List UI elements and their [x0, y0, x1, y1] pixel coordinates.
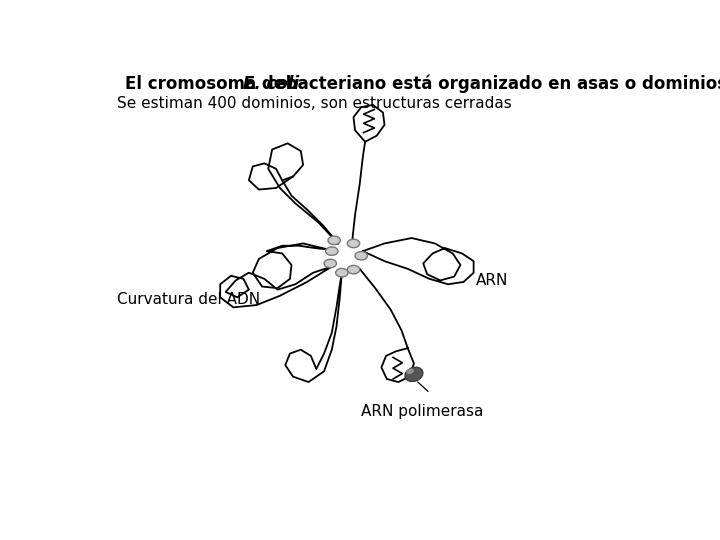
- Text: ARN: ARN: [476, 273, 508, 288]
- Text: El cromosoma de: El cromosoma de: [125, 75, 291, 93]
- Ellipse shape: [406, 368, 414, 374]
- Ellipse shape: [328, 236, 341, 245]
- Ellipse shape: [336, 268, 348, 277]
- Ellipse shape: [347, 265, 360, 274]
- Text: E. coli: E. coli: [243, 75, 300, 93]
- Text: bacteriano está organizado en asas o dominios: bacteriano está organizado en asas o dom…: [280, 75, 720, 93]
- Text: ARN polimerasa: ARN polimerasa: [361, 403, 483, 418]
- Text: Se estiman 400 dominios, son estructuras cerradas: Se estiman 400 dominios, son estructuras…: [117, 96, 512, 111]
- Ellipse shape: [325, 247, 338, 255]
- Ellipse shape: [324, 259, 336, 268]
- Ellipse shape: [347, 239, 360, 248]
- Text: Curvatura del ADN: Curvatura del ADN: [117, 292, 260, 307]
- Ellipse shape: [355, 252, 367, 260]
- Ellipse shape: [405, 367, 423, 382]
